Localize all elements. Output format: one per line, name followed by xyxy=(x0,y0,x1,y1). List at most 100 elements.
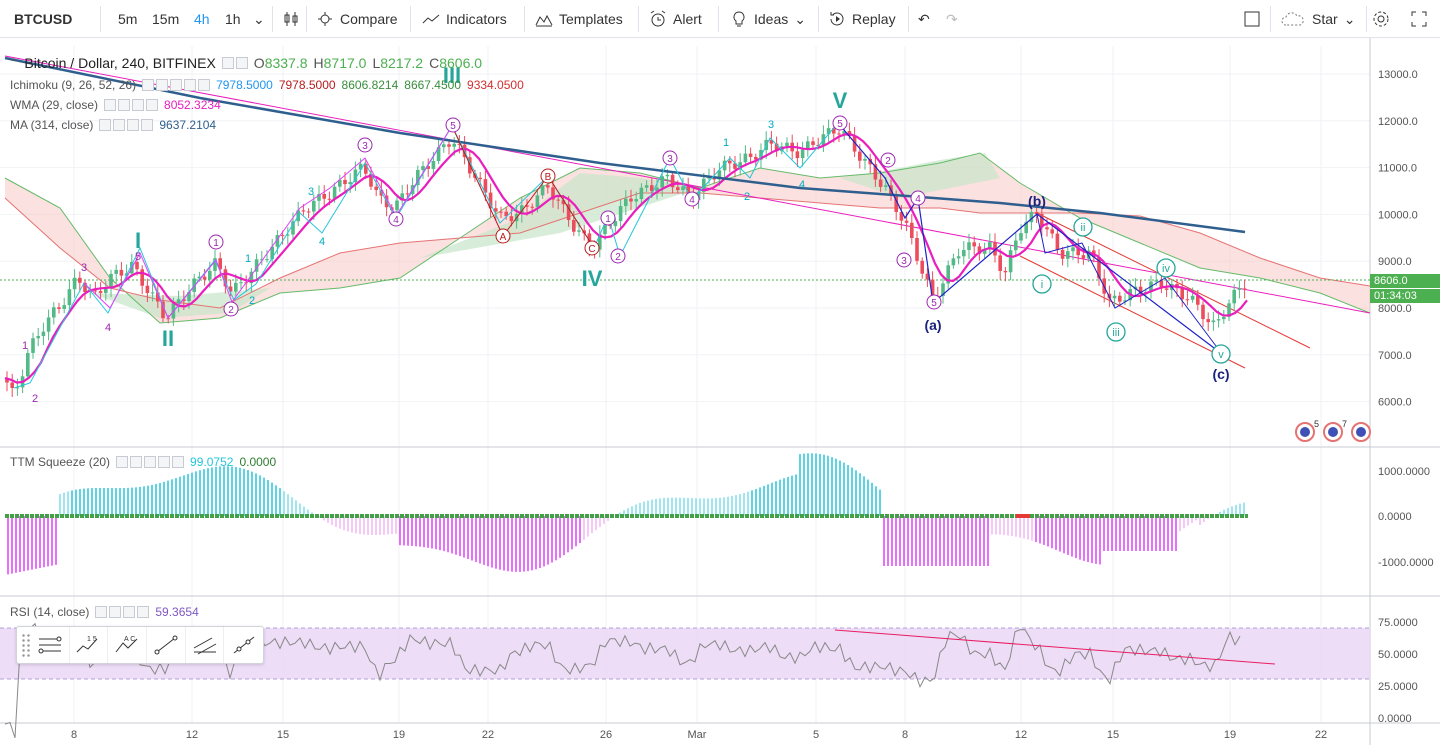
candle-body xyxy=(249,271,254,284)
channel-line xyxy=(1019,255,1246,369)
candle-body xyxy=(816,144,820,146)
wave-abc-tool-button[interactable]: A C xyxy=(108,627,147,663)
fib-tool-button[interactable] xyxy=(31,627,70,663)
wave-circle xyxy=(1073,217,1093,237)
candle-body xyxy=(416,170,420,186)
candle-body xyxy=(457,143,462,145)
candle-body xyxy=(759,149,763,160)
candle-body xyxy=(837,133,841,135)
candle-body xyxy=(670,174,675,188)
candle-body xyxy=(535,195,540,208)
ray-tool-button[interactable] xyxy=(224,627,263,663)
gear-icon xyxy=(1373,11,1389,27)
redo-button[interactable]: ↷ xyxy=(946,0,958,38)
candle-body xyxy=(1071,247,1075,252)
candle-body xyxy=(811,141,815,145)
candle-body xyxy=(660,176,664,188)
candle-body xyxy=(1154,280,1158,282)
candle-body xyxy=(166,318,170,320)
candle-body xyxy=(213,258,217,271)
legend-buttons[interactable] xyxy=(95,606,150,618)
legend-buttons[interactable] xyxy=(99,119,154,131)
wma-legend[interactable]: WMA (29, close) 8052.3234 xyxy=(10,98,221,112)
chart-title: Bitcoin / Dollar, 240, BITFINEX xyxy=(24,55,216,71)
wave-label-small: 1 xyxy=(245,253,251,265)
ma-legend[interactable]: MA (314, close) 9637.2104 xyxy=(10,118,216,132)
time-tick: 26 xyxy=(600,729,612,741)
legend-buttons[interactable] xyxy=(104,99,159,111)
candles xyxy=(5,119,1247,397)
settings-button[interactable] xyxy=(1372,0,1390,38)
wave-circle-text: v xyxy=(1218,349,1224,361)
candle-body xyxy=(338,179,342,187)
ichimoku-legend[interactable]: Ichimoku (9, 26, 52, 26) 7978.5000 7978.… xyxy=(10,78,524,92)
wave-circle xyxy=(832,115,848,131)
last-price-label: 8606.0 xyxy=(1370,274,1440,288)
wave-circle-text: 4 xyxy=(915,194,921,205)
time-tick: 8 xyxy=(71,729,77,741)
indicators-button[interactable]: Indicators xyxy=(422,0,507,38)
candle-body xyxy=(109,273,113,289)
interval-5m[interactable]: 5m xyxy=(118,0,137,38)
wave-15-tool-button[interactable]: 1 5 xyxy=(70,627,109,663)
wave-circle-text: C xyxy=(588,244,595,255)
interval-label: 1h xyxy=(225,11,241,27)
interval-4h[interactable]: 4h xyxy=(194,0,210,38)
ttm-value-2: 0.0000 xyxy=(239,455,277,469)
symbol-search[interactable]: BTCUSD xyxy=(14,0,72,38)
badge-count: 5 xyxy=(1314,419,1319,429)
replay-label: Replay xyxy=(852,11,896,27)
candle-body xyxy=(306,211,311,213)
close-value: 8606.0 xyxy=(439,55,483,71)
star-button[interactable]: Star ⌄ xyxy=(1280,0,1355,38)
candle-body xyxy=(956,256,961,259)
compare-button[interactable]: Compare xyxy=(316,0,398,38)
candle-body xyxy=(572,220,576,232)
fullscreen-button[interactable] xyxy=(1410,0,1428,38)
interval-1h[interactable]: 1h xyxy=(225,0,241,38)
chart-type-button[interactable] xyxy=(282,0,300,38)
low-label: L xyxy=(372,55,381,71)
time-axis[interactable]: 8 12 15 19 22 26 Mar 5 8 12 15 19 22 xyxy=(71,729,1327,741)
wave-circle xyxy=(1211,344,1231,364)
ttm-legend[interactable]: TTM Squeeze (20) 99.0752 0.0000 xyxy=(10,455,276,469)
legend-buttons[interactable] xyxy=(142,79,211,91)
interval-dropdown[interactable]: ⌄ xyxy=(253,0,265,38)
wave-circle xyxy=(208,234,224,250)
alert-button[interactable]: Alert xyxy=(649,0,702,38)
wave-label-big: IV xyxy=(582,266,603,291)
candle-body xyxy=(135,261,139,270)
undo-button[interactable]: ↶ xyxy=(918,0,930,38)
drag-handle[interactable] xyxy=(21,633,31,657)
trendline-tool-button[interactable] xyxy=(147,627,186,663)
ideas-button[interactable]: Ideas ⌄ xyxy=(730,0,806,38)
wave-label-big: V xyxy=(833,88,848,113)
candle-body xyxy=(62,305,66,309)
candle-body xyxy=(1185,299,1190,301)
candle-body xyxy=(483,179,488,193)
candle-body xyxy=(681,186,685,191)
channel-icon xyxy=(193,637,216,655)
candle-body xyxy=(150,292,155,294)
templates-button[interactable]: Templates xyxy=(535,0,623,38)
ma-line xyxy=(4,56,1246,234)
candle-body xyxy=(520,205,524,214)
wave-label-small: 2 xyxy=(249,295,255,307)
replay-button[interactable]: Replay xyxy=(828,0,896,38)
main-legend: ⌃ Bitcoin / Dollar, 240, BITFINEX O8337.… xyxy=(10,55,482,71)
candle-body xyxy=(982,249,987,254)
candle-body xyxy=(98,291,103,293)
candle-body xyxy=(1014,240,1018,251)
price-axis[interactable]: 13000.0 12000.0 11000.0 10000.0 9000.0 8000.0… xyxy=(1378,69,1434,725)
layout-button[interactable] xyxy=(1243,0,1261,38)
legend-buttons[interactable] xyxy=(116,456,185,468)
channel-tool-button[interactable] xyxy=(186,627,225,663)
candle-body xyxy=(1003,270,1008,273)
legend-buttons[interactable] xyxy=(221,57,248,69)
interval-15m[interactable]: 15m xyxy=(152,0,179,38)
candle-body xyxy=(348,182,352,185)
rsi-legend[interactable]: RSI (14, close) 59.3654 xyxy=(10,605,199,619)
wave-circle xyxy=(495,228,511,244)
candle-body xyxy=(525,205,529,207)
